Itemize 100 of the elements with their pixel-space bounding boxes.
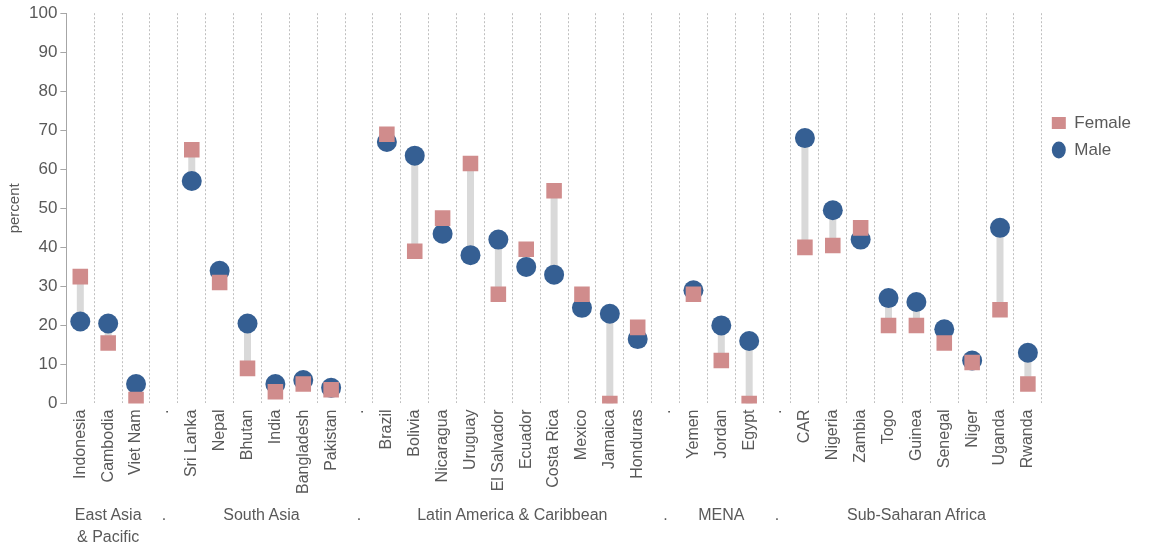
x-tick-label: CAR [795,409,813,444]
point [794,128,815,149]
point [379,126,395,142]
point [880,317,897,334]
point [72,268,89,285]
x-tick-label: Uruguay [460,409,478,470]
x-tick-label: El Salvador [488,408,506,492]
point [434,210,451,226]
y-tick-label: 80 [38,80,58,100]
point [822,200,843,221]
x-tick-label: India [265,409,283,445]
point [406,243,423,260]
point [488,229,509,250]
point [1017,342,1038,363]
point [432,223,453,244]
point [992,302,1008,318]
text: MENA [698,506,745,524]
x-tick-label: Zambia [851,409,869,463]
y-axis-title: percent [5,182,23,234]
text: Sub-Saharan Africa [847,506,986,524]
x-tick-label: Nicaragua [433,409,451,483]
x-tick-label: Nigeria [823,409,841,461]
point [906,292,927,313]
point [711,315,732,336]
x-tick-label: Egypt [739,408,757,451]
text: Latin America & Caribbean [417,506,608,524]
point [490,286,507,302]
x-tick-label: Honduras [628,409,646,479]
y-tick-label: 60 [38,159,58,178]
point [126,373,147,394]
x-tick-label: Guinea [906,409,924,462]
point [574,286,590,302]
x-tick-label: Jordan [711,409,729,459]
text: East Asia & Pacific [74,506,142,546]
point [516,256,537,277]
point [460,245,481,266]
x-tick-label: Jamaica [600,409,618,470]
x-tick-label: Bangladesh [293,409,311,494]
point [404,145,425,166]
y-tick-label: 50 [38,198,58,218]
y-tick-label: 70 [38,119,58,139]
point [295,376,312,392]
x-tick-label: Bolivia [405,409,423,457]
legend-label: Female [1074,112,1131,132]
point [878,288,899,309]
text: South Asia [223,506,300,524]
x-tick-label: Ecuador [516,408,534,470]
x-tick-label: Togo [878,409,896,445]
point [713,352,730,369]
x-tick-label: Niger [962,408,980,448]
y-tick-label: 90 [38,41,58,61]
text: . [356,506,362,524]
point [70,311,91,332]
point [825,237,841,254]
x-tick-label: Viet Nam [126,409,144,475]
x-tick-label: . [767,409,785,414]
point [908,317,925,334]
y-tick-label: 0 [47,393,58,413]
point [739,331,760,352]
point [518,241,534,258]
x-tick-label: Indonesia [70,409,88,479]
y-tick-label: 20 [38,315,58,335]
point [544,264,565,285]
x-tick-label: . [349,409,367,414]
x-tick-label: . [154,409,172,414]
y-tick-label: 10 [38,354,58,374]
x-tick-label: Sri Lanka [182,409,200,478]
x-tick-label: . [655,409,673,414]
x-tick-label: Uganda [990,409,1008,466]
x-tick-label: Bhutan [237,409,255,461]
point [629,319,646,336]
text: . [161,506,167,524]
point [237,313,258,334]
point [546,183,562,199]
x-tick-label: Nepal [210,409,228,452]
text: . [663,506,668,524]
x-tick-label: Costa Rica [544,409,562,488]
x-tick-label: Cambodia [98,409,116,483]
point [184,142,200,158]
y-tick-label: 40 [38,237,58,257]
point [462,155,479,172]
x-tick-label: Yemen [683,409,701,459]
point [98,313,119,334]
point [685,286,702,302]
point [100,335,116,351]
point [936,335,953,351]
point [181,171,202,192]
point [852,220,869,236]
x-tick-label: Pakistan [321,409,339,471]
x-tick-label: Rwanda [1018,409,1036,469]
y-tick-label: 100 [28,2,58,22]
point [239,360,256,377]
x-tick-label: Brazil [377,409,395,450]
point [1020,376,1036,392]
point [599,303,620,324]
text: . [774,506,780,524]
point [990,217,1011,238]
point [797,239,813,256]
x-tick-label: Mexico [572,409,590,461]
legend-label: Male [1074,139,1112,159]
